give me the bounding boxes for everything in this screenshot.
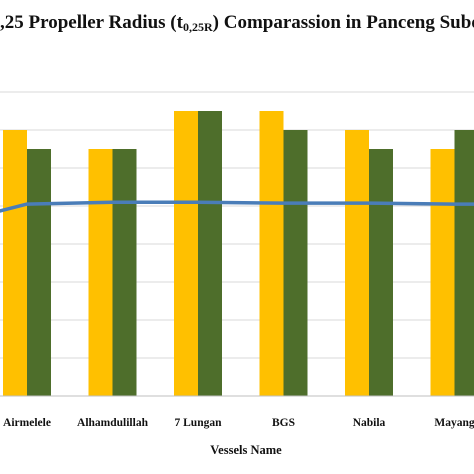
bar-series-1-7-lungan: [174, 111, 198, 396]
bar-series-2-mayang: [454, 130, 474, 396]
bar-series-1-nabila: [345, 130, 369, 396]
bar-series-1-mayang: [430, 149, 455, 396]
chart-title-suffix: ) Comparassion in Panceng Subdistric: [213, 12, 474, 33]
bars: [3, 111, 474, 396]
chart-title-prefix: ,25 Propeller Radius (t: [0, 12, 184, 33]
x-tick-label-airmelele: Airmelele: [3, 417, 51, 429]
bar-series-2-airmelele: [27, 149, 51, 396]
bar-series-2-alhamdulillah: [112, 149, 137, 396]
bar-series-2-nabila: [369, 149, 393, 396]
x-tick-label-bgs: BGS: [272, 417, 295, 429]
line-series: [0, 200, 474, 213]
x-tick-labels: Airmelele Alhamdulillah 7 Lungan BGS Nabila M…: [3, 417, 474, 429]
x-tick-label-mayang: Mayang: [434, 417, 474, 429]
x-axis-label: Vessels Name: [210, 443, 282, 457]
bar-series-2-7-lungan: [198, 111, 222, 396]
line-series-path: [0, 200, 474, 213]
x-tick-label-7-lungan: 7 Lungan: [175, 417, 223, 429]
chart-title: ,25 Propeller Radius (t0,25R) Comparassi…: [0, 12, 474, 34]
bar-series-1-airmelele: [3, 130, 27, 396]
x-tick-label-nabila: Nabila: [353, 417, 386, 429]
x-tick-label-alhamdulillah: Alhamdulillah: [77, 417, 149, 429]
bar-series-1-bgs: [259, 111, 284, 396]
gridlines: [0, 91, 474, 359]
bar-series-1-alhamdulillah: [88, 149, 113, 396]
chart-title-subscript: 0,25R: [183, 20, 213, 34]
bar-series-2-bgs: [283, 130, 308, 396]
